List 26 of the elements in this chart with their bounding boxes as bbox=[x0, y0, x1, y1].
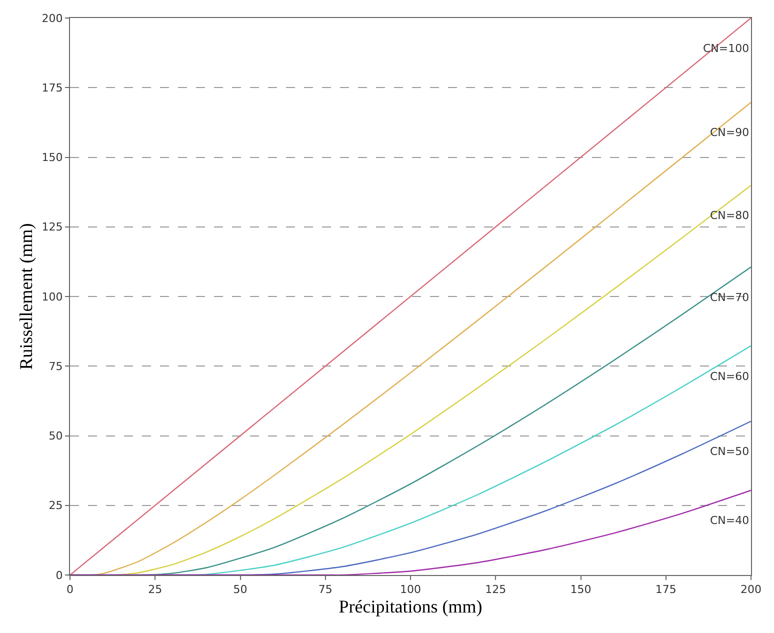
series-label: CN=80 bbox=[710, 209, 750, 222]
y-tick-label: 0 bbox=[56, 568, 63, 582]
x-tick-label: 175 bbox=[655, 583, 676, 596]
series-label: CN=50 bbox=[710, 445, 750, 458]
x-tick-label: 50 bbox=[233, 583, 248, 596]
series-label: CN=70 bbox=[710, 291, 750, 304]
y-axis-title: Ruissellement (mm) bbox=[16, 223, 36, 370]
x-axis-title: Précipitations (mm) bbox=[338, 596, 482, 616]
y-tick-label: 75 bbox=[48, 360, 63, 373]
y-tick-label: 25 bbox=[48, 499, 63, 512]
y-tick-label: 200 bbox=[42, 12, 63, 25]
x-tick-label: 75 bbox=[318, 583, 332, 596]
line-series bbox=[70, 490, 751, 575]
y-tick-label: 50 bbox=[48, 430, 63, 443]
y-tick-label: 175 bbox=[42, 81, 63, 94]
y-tick-label: 125 bbox=[42, 220, 63, 234]
x-tick-label: 150 bbox=[570, 583, 592, 596]
x-tick-label: 0 bbox=[66, 583, 74, 596]
x-tick-label: 125 bbox=[485, 583, 506, 596]
y-tick-label: 100 bbox=[42, 290, 63, 304]
x-tick-label: 25 bbox=[148, 583, 162, 596]
series-label: CN=60 bbox=[710, 370, 750, 383]
series-label: CN=40 bbox=[710, 514, 750, 527]
x-tick-label: 200 bbox=[740, 583, 762, 596]
x-tick-label: 100 bbox=[400, 583, 421, 596]
y-tick-label: 150 bbox=[42, 151, 63, 164]
